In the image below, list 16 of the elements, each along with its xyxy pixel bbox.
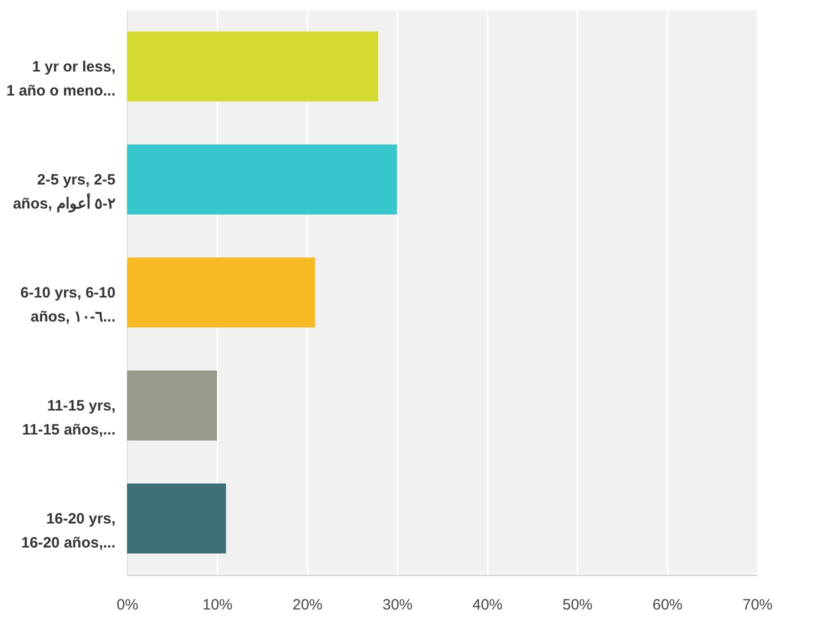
bar — [127, 370, 217, 440]
x-tick-label: 30% — [382, 596, 413, 614]
y-tick-label: 16-20 yrs, 16-20 años,... — [21, 510, 116, 552]
y-tick-label: 11-15 yrs, 11-15 años,... — [22, 398, 116, 438]
y-tick-label: 1 yr or less, 1 año o meno... — [6, 58, 116, 100]
bar — [127, 484, 226, 554]
bar — [127, 144, 397, 214]
x-tick-label: 10% — [202, 596, 233, 614]
x-tick-label: 40% — [472, 596, 503, 614]
x-tick-label: 70% — [742, 596, 773, 614]
x-tick-label: 50% — [562, 596, 593, 614]
bar — [127, 258, 316, 328]
x-tick-label: 0% — [116, 596, 138, 614]
x-tick-label: 60% — [652, 596, 683, 614]
bar — [127, 32, 378, 102]
x-tick-label: 20% — [292, 596, 323, 614]
